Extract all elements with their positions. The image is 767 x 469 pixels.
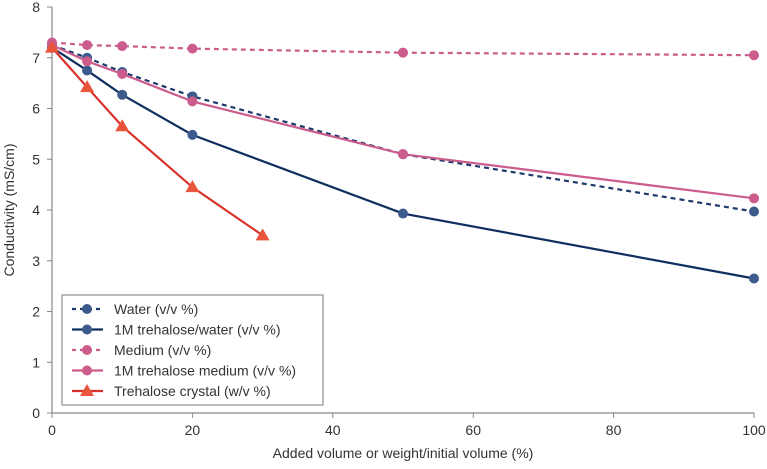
series-line (51, 44, 755, 213)
legend-box (61, 294, 324, 406)
data-point (80, 80, 95, 93)
y-tick-label: 4 (32, 202, 40, 218)
legend-label: 1M trehalose/water (v/v %) (114, 322, 281, 338)
y-axis-label: Conductivity (mS/cm) (1, 143, 17, 276)
data-point (255, 228, 270, 241)
y-tick-label: 3 (32, 253, 40, 269)
x-tick-label: 20 (185, 422, 201, 438)
series-3 (47, 40, 759, 204)
y-tick-label: 1 (32, 354, 40, 370)
data-point (117, 41, 128, 52)
series-line (51, 41, 755, 57)
data-point (398, 47, 408, 58)
legend-marker (82, 365, 92, 376)
data-point (187, 96, 198, 107)
data-point (115, 119, 130, 132)
series-4 (45, 40, 270, 241)
series-line (51, 46, 755, 280)
data-point (45, 40, 59, 53)
x-tick-label: 0 (48, 422, 56, 438)
legend-marker (82, 345, 92, 355)
data-point (187, 43, 198, 54)
data-point (187, 129, 198, 140)
x-tick-label: 80 (606, 422, 622, 438)
data-point (82, 65, 93, 76)
data-point (749, 50, 759, 61)
legend-label: Medium (v/v %) (114, 342, 211, 358)
series-1 (47, 42, 759, 284)
series-0 (47, 40, 759, 217)
data-point (82, 40, 93, 51)
data-point (117, 68, 128, 79)
data-point (749, 273, 759, 284)
legend-label: 1M trehalose medium (v/v %) (114, 363, 296, 379)
series-2 (47, 37, 759, 61)
data-point (82, 56, 93, 67)
x-tick-label: 100 (742, 422, 766, 438)
y-tick-label: 6 (32, 101, 40, 117)
legend-marker (82, 304, 92, 314)
data-point (749, 193, 759, 204)
y-tick-label: 2 (32, 304, 40, 320)
legend: Water (v/v %) 1M trehalose/water (v/v %) M… (61, 294, 324, 406)
x-tick-label: 40 (325, 422, 341, 438)
data-point (398, 149, 408, 160)
x-axis-label: Added volume or weight/initial volume (%… (273, 445, 534, 461)
legend-label: Trehalose crystal (w/v %) (114, 383, 271, 399)
data-point (185, 180, 200, 193)
legend-marker (80, 384, 94, 396)
y-tick-label: 8 (32, 0, 40, 15)
series-line (51, 44, 755, 200)
y-tick-label: 0 (32, 405, 40, 421)
data-point (117, 89, 128, 100)
y-tick-label: 7 (32, 50, 40, 66)
legend-label: Water (v/v %) (114, 301, 198, 317)
data-point (749, 206, 759, 217)
series-line (51, 46, 264, 237)
series-group (45, 37, 759, 284)
data-point (398, 208, 408, 219)
legend-marker (82, 324, 92, 335)
x-tick-label: 60 (465, 422, 481, 438)
y-tick-label: 5 (32, 151, 40, 167)
